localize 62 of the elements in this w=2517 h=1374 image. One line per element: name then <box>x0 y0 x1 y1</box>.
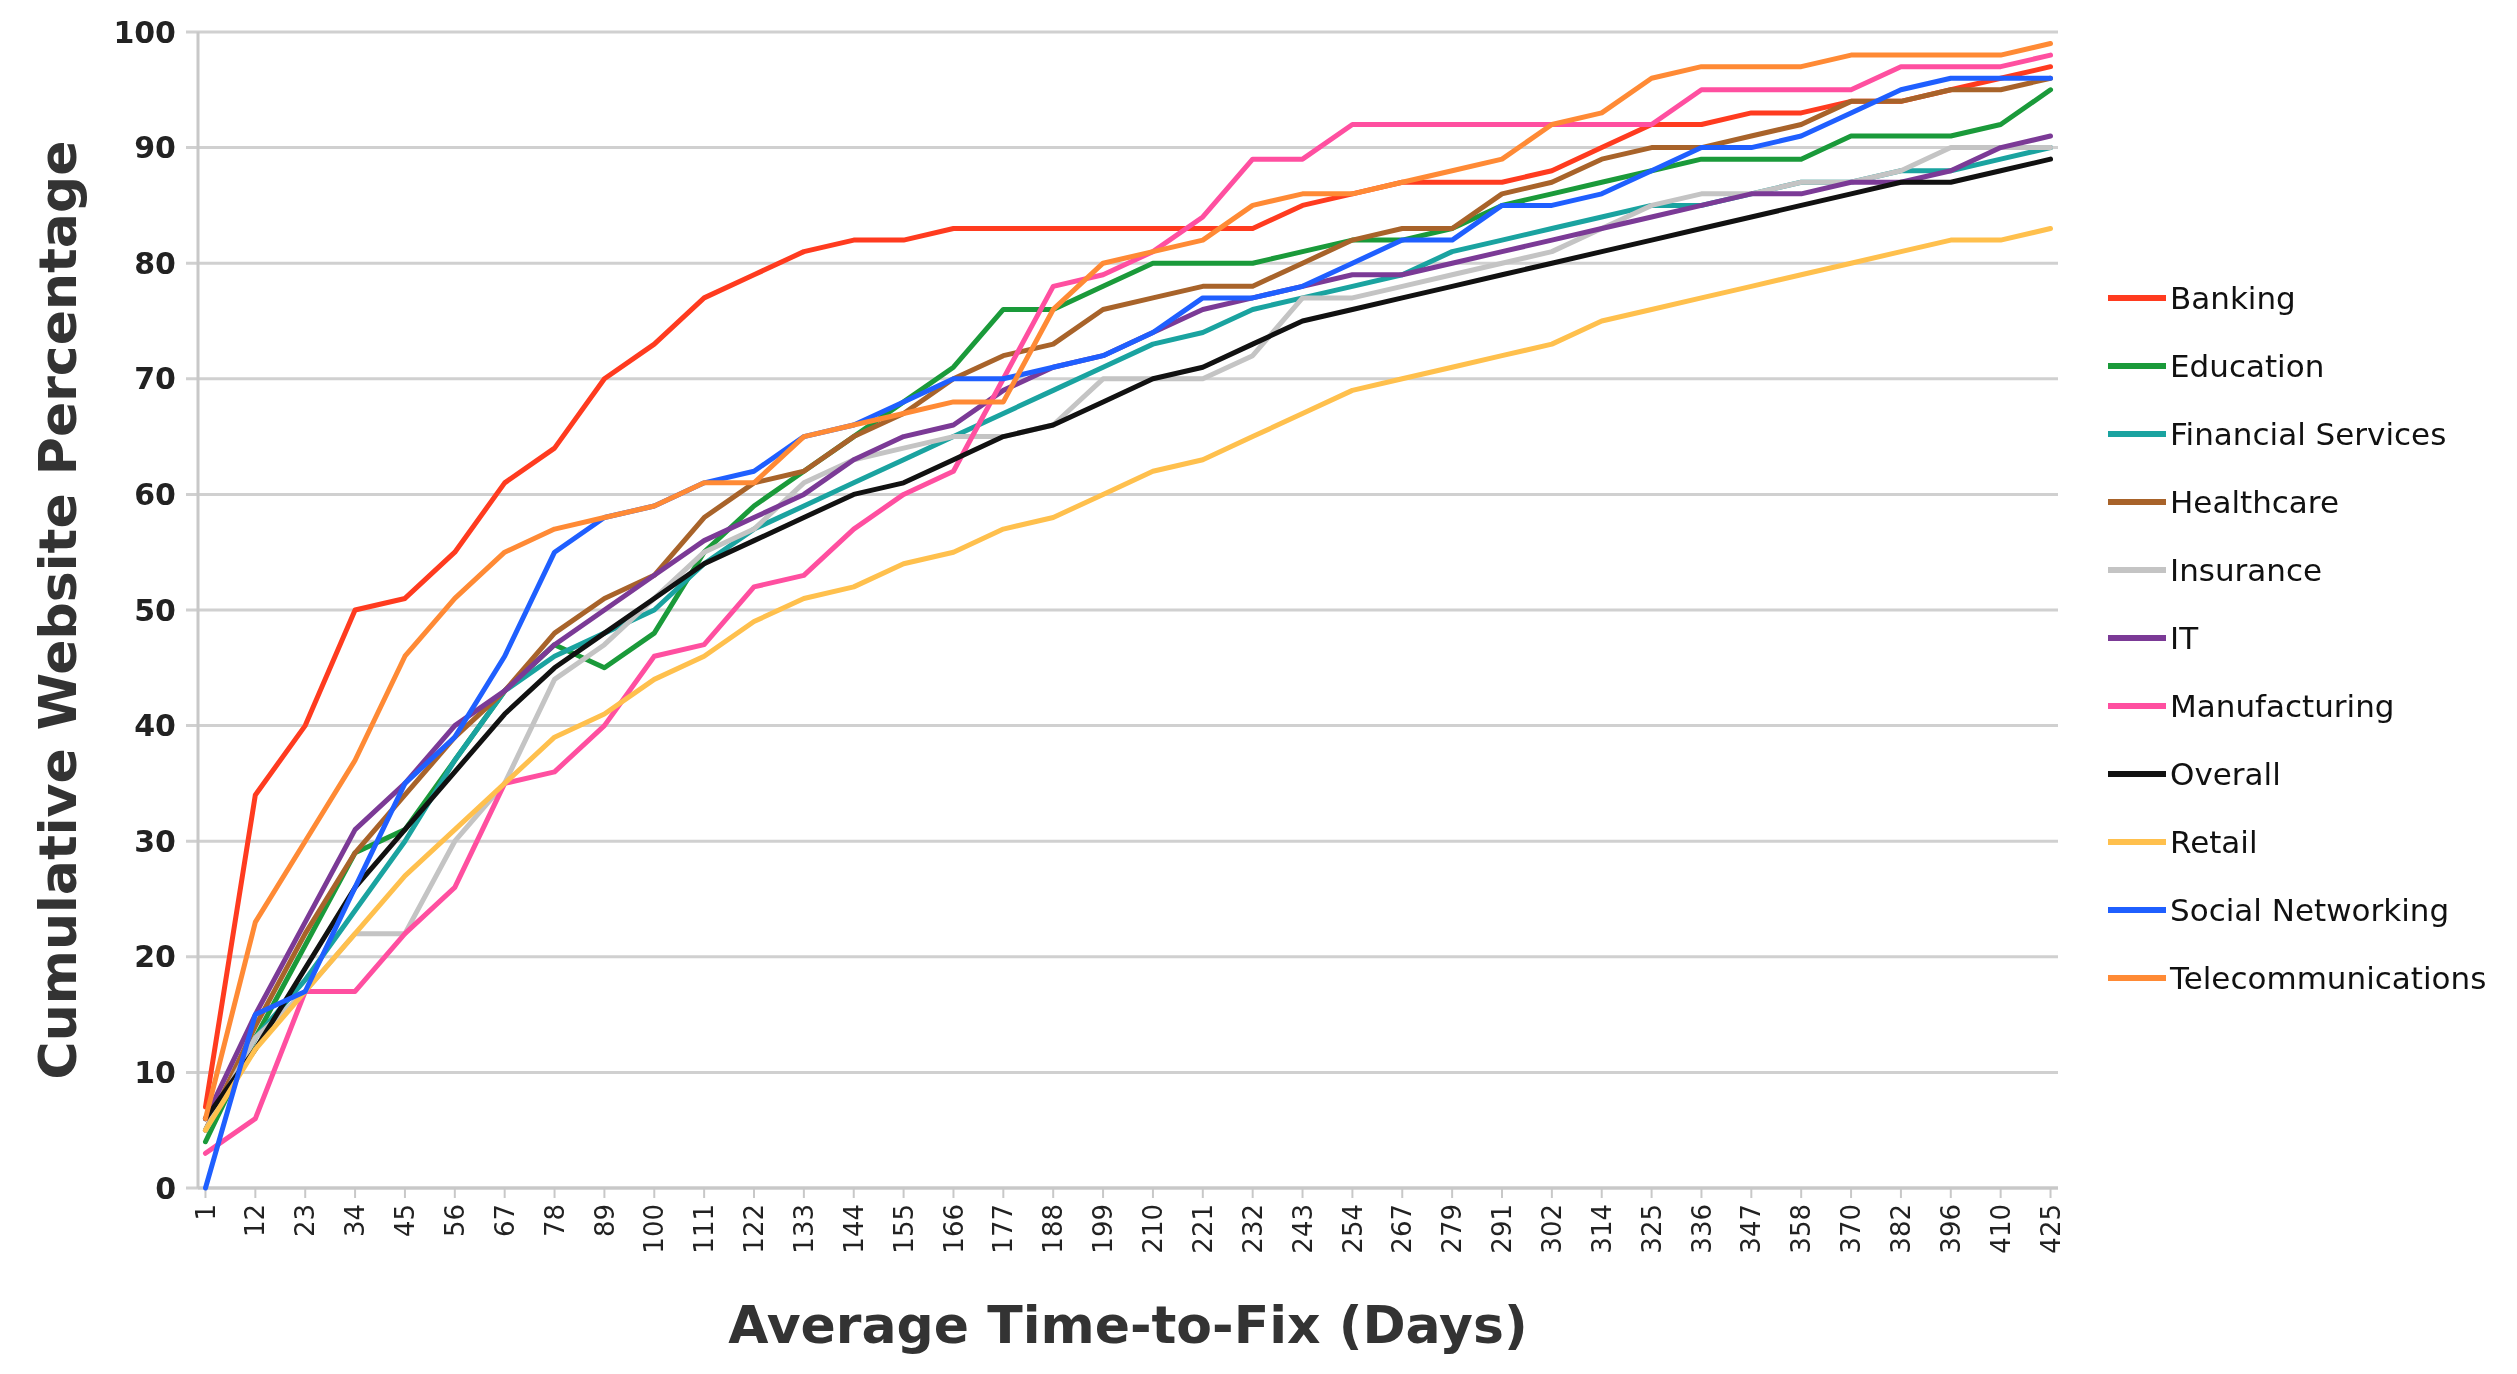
x-tick-label: 382 <box>1886 1204 1917 1254</box>
x-tick-label: 254 <box>1337 1204 1368 1254</box>
x-tick-label: 188 <box>1038 1204 1069 1254</box>
x-tick-label: 56 <box>439 1204 470 1238</box>
x-tick-label: 221 <box>1187 1204 1218 1254</box>
x-tick-label: 155 <box>888 1204 919 1254</box>
x-tick-label: 243 <box>1287 1204 1318 1254</box>
x-tick-label: 199 <box>1088 1204 1119 1254</box>
x-tick-label: 12 <box>240 1204 271 1238</box>
legend-label: Telecommunications <box>2169 959 2487 996</box>
x-tick-label: 34 <box>340 1204 371 1238</box>
y-tick-label: 10 <box>134 1054 176 1090</box>
y-tick-label: 80 <box>134 245 176 281</box>
x-tick-label: 336 <box>1686 1204 1717 1254</box>
x-axis-title: Average Time-to-Fix (Days) <box>728 1295 1528 1355</box>
y-tick-label: 90 <box>134 130 176 166</box>
x-tick-label: 100 <box>639 1204 670 1254</box>
y-tick-label: 70 <box>134 361 176 397</box>
x-tick-label: 45 <box>390 1204 421 1238</box>
legend-label: IT <box>2170 619 2200 656</box>
y-tick-label: 40 <box>134 708 176 744</box>
x-tick-label: 291 <box>1487 1204 1518 1254</box>
legend-label: Retail <box>2170 823 2258 860</box>
y-tick-label: 20 <box>134 939 176 975</box>
legend-label: Healthcare <box>2170 483 2339 520</box>
x-tick-label: 133 <box>788 1204 819 1254</box>
y-axis-title: Cumulative Website Percentage <box>28 140 88 1080</box>
y-tick-label: 60 <box>134 476 176 512</box>
x-tick-label: 410 <box>1985 1204 2016 1254</box>
legend-label: Education <box>2170 347 2325 384</box>
y-tick-label: 50 <box>134 592 176 628</box>
legend-label: Manufacturing <box>2170 687 2395 724</box>
x-tick-label: 23 <box>290 1204 321 1238</box>
legend-label: Insurance <box>2170 551 2323 588</box>
x-tick-label: 425 <box>2035 1204 2066 1254</box>
x-tick-label: 78 <box>539 1204 570 1238</box>
legend-label: Social Networking <box>2170 891 2450 928</box>
x-tick-label: 111 <box>689 1204 720 1254</box>
x-tick-label: 370 <box>1836 1204 1867 1254</box>
x-tick-label: 166 <box>938 1204 969 1254</box>
x-tick-label: 302 <box>1536 1204 1567 1254</box>
legend-label: Overall <box>2170 755 2281 792</box>
x-tick-label: 1 <box>190 1204 221 1221</box>
y-tick-label: 30 <box>134 823 176 859</box>
x-tick-label: 144 <box>838 1204 869 1254</box>
x-tick-label: 122 <box>739 1204 770 1254</box>
x-tick-label: 279 <box>1437 1204 1468 1254</box>
x-tick-label: 267 <box>1387 1204 1418 1254</box>
legend-label: Financial Services <box>2170 415 2447 452</box>
y-tick-label: 0 <box>155 1170 176 1206</box>
x-tick-label: 210 <box>1138 1204 1169 1254</box>
x-tick-label: 89 <box>589 1204 620 1238</box>
x-tick-label: 67 <box>489 1204 520 1238</box>
x-tick-label: 358 <box>1786 1204 1817 1254</box>
legend-label: Banking <box>2170 279 2296 316</box>
y-tick-label: 100 <box>113 14 176 50</box>
x-tick-label: 325 <box>1636 1204 1667 1254</box>
x-tick-label: 232 <box>1237 1204 1268 1254</box>
x-tick-label: 396 <box>1935 1204 1966 1254</box>
x-tick-label: 347 <box>1736 1204 1767 1254</box>
x-tick-label: 314 <box>1586 1204 1617 1254</box>
x-tick-label: 177 <box>988 1204 1019 1254</box>
